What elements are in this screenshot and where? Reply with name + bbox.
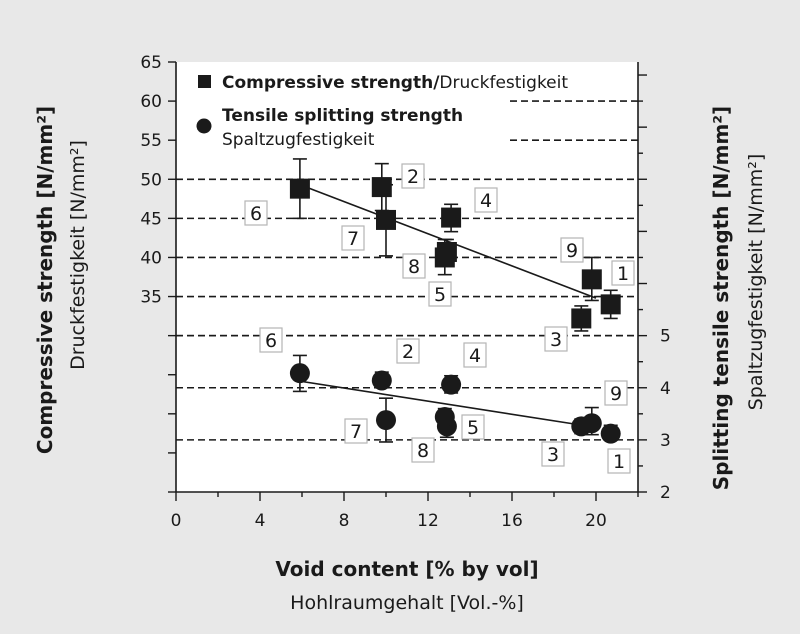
svg-text:3: 3 (547, 444, 559, 466)
x-tick-label: 20 (585, 511, 607, 531)
compressive-point (376, 209, 396, 230)
svg-text:4: 4 (469, 345, 481, 367)
tensile-point-label: 9 (604, 380, 628, 406)
tensile-point (371, 370, 392, 391)
x-axis-title: Void content [% by vol] (275, 557, 538, 581)
compressive-point-label: 4 (474, 187, 498, 213)
tensile-point-label: 3 (541, 441, 565, 467)
svg-text:9: 9 (610, 383, 622, 405)
svg-text:2: 2 (407, 166, 419, 188)
y-right-tick-label: 5 (660, 327, 671, 347)
svg-text:3: 3 (550, 329, 562, 351)
compressive-point (371, 177, 392, 198)
y-right-axis-title: Splitting tensile strength [N/mm²] (709, 106, 733, 490)
y-left-tick-label: 65 (140, 53, 162, 73)
axes (168, 61, 647, 501)
svg-text:6: 6 (250, 203, 262, 225)
tensile-point-label: 6 (259, 327, 283, 353)
y-left-axis-subtitle: Druckfestigkeit [N/mm²] (67, 140, 89, 370)
legend-compressive-label: Compressive strength/Druckfestigkeit (222, 73, 568, 93)
tensile-point (441, 374, 462, 395)
compressive-point-label: 5 (428, 281, 452, 307)
y-right-axis-subtitle: Spaltzugfestigkeit [N/mm²] (745, 154, 767, 411)
svg-text:6: 6 (265, 330, 277, 352)
y-left-tick-label: 50 (140, 170, 162, 190)
compressive-point (600, 294, 621, 315)
legend-tensile-sublabel: Spaltzugfestigkeit (222, 130, 375, 150)
legend-tensile-label: Tensile splitting strength (222, 106, 463, 126)
trend-line (301, 184, 597, 299)
svg-text:7: 7 (350, 421, 362, 443)
compressive-point-label: 8 (402, 253, 426, 279)
svg-text:1: 1 (613, 451, 625, 473)
compressive-point-label: 9 (560, 237, 584, 263)
x-tick-label: 8 (339, 511, 350, 531)
y-left-tick-label: 60 (140, 92, 162, 112)
y-left-axis-title: Compressive strength [N/mm²] (33, 106, 57, 454)
svg-text:5: 5 (434, 284, 446, 306)
svg-text:5: 5 (467, 417, 479, 439)
tensile-point-label: 2 (396, 338, 420, 364)
y-right-tick-label: 3 (660, 431, 671, 451)
data-markers (289, 177, 621, 444)
compressive-point-label: 3 (544, 326, 568, 352)
compressive-point-label: 7 (341, 225, 365, 251)
compressive-point (571, 308, 592, 329)
tensile-point-label: 1 (607, 448, 631, 474)
y-right-tick-label: 4 (660, 379, 671, 399)
trend-line (301, 380, 597, 429)
tensile-point-label: 7 (344, 418, 368, 444)
tensile-point (434, 406, 455, 427)
tensile-point (571, 416, 592, 437)
tensile-point-label: 5 (461, 414, 485, 440)
compressive-point-label: 1 (611, 260, 635, 286)
trend-lines (301, 184, 597, 429)
x-tick-label: 12 (417, 511, 439, 531)
y-left-tick-label: 45 (140, 209, 162, 229)
y-right-tick-label: 2 (660, 483, 671, 503)
svg-text:2: 2 (402, 341, 414, 363)
svg-text:8: 8 (408, 256, 420, 278)
y-left-tick-label: 40 (140, 248, 162, 268)
tensile-point-label: 8 (411, 437, 435, 463)
y-left-tick-label: 35 (140, 288, 162, 308)
x-tick-label: 0 (171, 511, 182, 531)
compressive-point (289, 178, 310, 199)
x-axis-subtitle: Hohlraumgehalt [Vol.-%] (290, 592, 524, 614)
compressive-point-label: 6 (244, 200, 268, 226)
x-tick-label: 4 (255, 511, 266, 531)
compressive-point (581, 269, 602, 290)
tensile-point-label: 4 (463, 342, 487, 368)
legend-square-marker (198, 75, 211, 88)
y-left-tick-label: 55 (140, 131, 162, 151)
svg-text:8: 8 (417, 440, 429, 462)
tensile-point (376, 410, 396, 431)
x-tick-label: 16 (501, 511, 523, 531)
compressive-point (436, 241, 457, 262)
svg-text:9: 9 (566, 240, 578, 262)
tensile-point (600, 423, 621, 444)
tensile-point (289, 363, 310, 384)
svg-text:4: 4 (480, 190, 492, 212)
svg-text:7: 7 (347, 228, 359, 250)
legend-circle-marker (196, 118, 212, 134)
compressive-point (441, 207, 462, 228)
svg-text:1: 1 (617, 263, 629, 285)
compressive-point-label: 2 (401, 163, 425, 189)
legend: Compressive strength/Druckfestigkeit Ten… (196, 73, 568, 150)
